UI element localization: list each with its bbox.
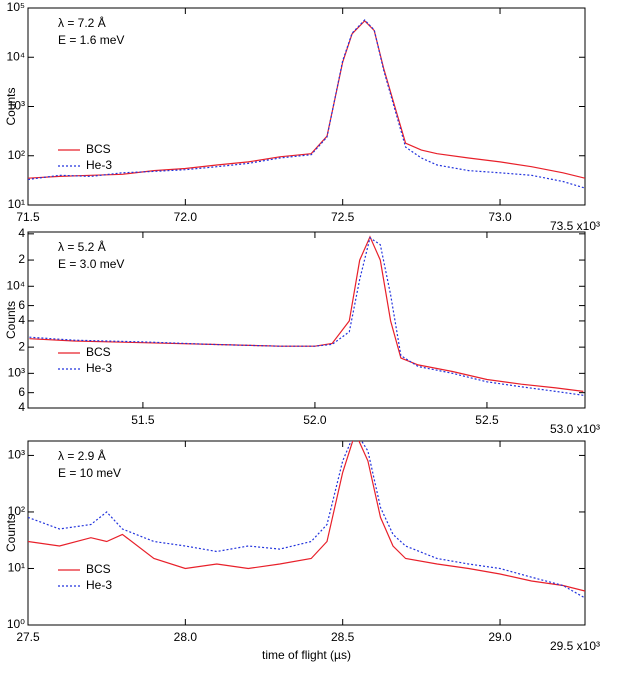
y-tick-label: 2 <box>18 339 25 353</box>
x-axis-title: time of flight (µs) <box>262 648 351 662</box>
legend-label: He-3 <box>86 158 112 172</box>
y-tick-label: 10³ <box>8 366 25 380</box>
y-axis-title: Counts <box>4 301 18 339</box>
y-tick-label: 10² <box>8 148 25 162</box>
y-tick-label: 10⁴ <box>6 49 25 63</box>
plot-frame <box>27 440 586 626</box>
y-tick-label: 2 <box>18 252 25 266</box>
y-tick-label: 10¹ <box>8 197 25 211</box>
x-tick-label: 27.5 <box>16 630 40 644</box>
y-tick-label: 10⁴ <box>6 278 25 292</box>
y-tick-label: 6 <box>18 298 25 312</box>
plot-frame <box>27 231 586 409</box>
x-end-label: 73.5 x10³ <box>550 219 600 233</box>
data-line <box>29 236 584 396</box>
y-tick-label: 4 <box>18 313 25 327</box>
y-tick-label: 4 <box>18 400 25 414</box>
data-line <box>28 19 585 179</box>
x-tick-label: 28.5 <box>331 630 355 644</box>
x-tick-label: 73.0 <box>488 210 512 224</box>
y-tick-label: 4 <box>18 226 25 240</box>
annotation: λ = 2.9 Å <box>58 448 106 463</box>
x-tick-label: 51.5 <box>131 413 155 427</box>
x-tick-label: 52.0 <box>303 413 327 427</box>
data-line <box>29 235 584 392</box>
annotation: E = 10 meV <box>58 466 121 480</box>
y-tick-label: 10⁵ <box>7 0 25 14</box>
x-end-label: 53.0 x10³ <box>550 422 600 436</box>
legend-label: BCS <box>86 345 111 359</box>
x-end-label: 29.5 x10³ <box>550 639 600 653</box>
data-line <box>28 441 585 592</box>
y-tick-label: 10⁰ <box>7 617 25 631</box>
legend-label: He-3 <box>86 361 112 375</box>
y-tick-label: 10² <box>8 504 25 518</box>
x-tick-label: 72.0 <box>174 210 198 224</box>
x-tick-label: 52.5 <box>475 413 499 427</box>
annotation: E = 3.0 meV <box>58 257 124 271</box>
y-tick-label: 6 <box>18 385 25 399</box>
y-axis-title: Counts <box>4 87 18 125</box>
legend-label: BCS <box>86 562 111 576</box>
data-line <box>28 441 585 599</box>
legend-label: He-3 <box>86 578 112 592</box>
x-tick-label: 29.0 <box>488 630 512 644</box>
x-tick-label: 71.5 <box>16 210 40 224</box>
y-tick-label: 10³ <box>8 448 25 462</box>
data-line <box>28 19 585 189</box>
x-tick-label: 28.0 <box>174 630 198 644</box>
legend-label: BCS <box>86 142 111 156</box>
y-tick-label: 10¹ <box>8 561 25 575</box>
annotation: E = 1.6 meV <box>58 33 124 47</box>
y-axis-title: Counts <box>4 514 18 552</box>
annotation: λ = 5.2 Å <box>58 239 106 254</box>
y-tick-label: 10³ <box>8 99 25 113</box>
x-tick-label: 72.5 <box>331 210 355 224</box>
annotation: λ = 7.2 Å <box>58 15 106 30</box>
